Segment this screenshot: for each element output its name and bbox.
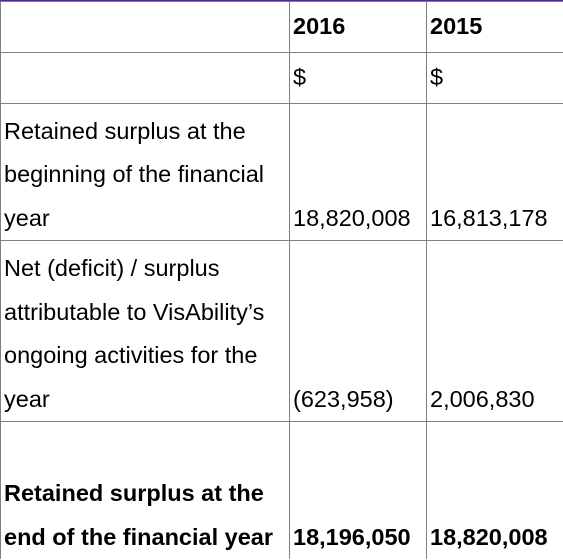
table-row: Net (deficit) / surplus attributable to … [0,240,563,422]
unit-cell-2015: $ [426,52,563,104]
unit-cell-2016: $ [289,52,427,104]
row-value-2016: 18,196,050 [289,421,427,559]
row-value-2015: 18,820,008 [426,421,563,559]
row-value-2016: 18,820,008 [289,103,427,241]
row-value-2016: (623,958) [289,240,427,422]
unit-cell-label [0,52,290,104]
row-label: Net (deficit) / surplus attributable to … [0,240,290,422]
header-cell-2016: 2016 [289,1,427,53]
header-cell-label [0,1,290,53]
table-row: Retained surplus at the beginning of the… [0,103,563,241]
table-header-row: 2016 2015 [0,1,563,53]
row-label: Retained surplus at the end of the finan… [0,421,290,559]
header-cell-2015: 2015 [426,1,563,53]
row-value-2015: 2,006,830 [426,240,563,422]
row-label: Retained surplus at the beginning of the… [0,103,290,241]
row-value-2015: 16,813,178 [426,103,563,241]
table-row-total: Retained surplus at the end of the finan… [0,421,563,559]
table-unit-row: $ $ [0,52,563,104]
